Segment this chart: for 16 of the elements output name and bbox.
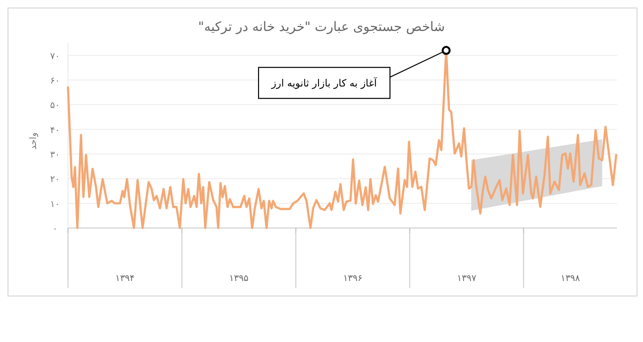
x-tick-label: ۱۳۹۴	[115, 274, 135, 284]
chart-title: شاخص جستجوی عبارت "خرید خانه در ترکیه"	[198, 20, 445, 35]
x-tick-label: ۱۳۹۸	[560, 274, 580, 284]
y-tick-label: ۲۰	[50, 175, 60, 186]
y-tick-label: ۳۰	[50, 150, 60, 160]
annotation: آغاز به کار بازار ثانویه ارز	[270, 76, 378, 90]
y-tick-label: ۶۰	[50, 76, 60, 86]
y-axis-title: واحد	[29, 132, 39, 150]
y-tick-label: ۱۰	[50, 200, 60, 210]
x-tick-label: ۱۳۹۵	[229, 274, 249, 284]
x-tick-label: ۱۳۹۷	[456, 274, 476, 284]
x-tick-label: ۱۳۹۶	[343, 274, 363, 284]
y-tick-label: ۰	[52, 224, 58, 234]
y-tick-label: ۵۰	[50, 101, 60, 112]
y-tick-label: ۷۰	[50, 52, 60, 62]
y-tick-label: ۴۰	[50, 126, 60, 136]
